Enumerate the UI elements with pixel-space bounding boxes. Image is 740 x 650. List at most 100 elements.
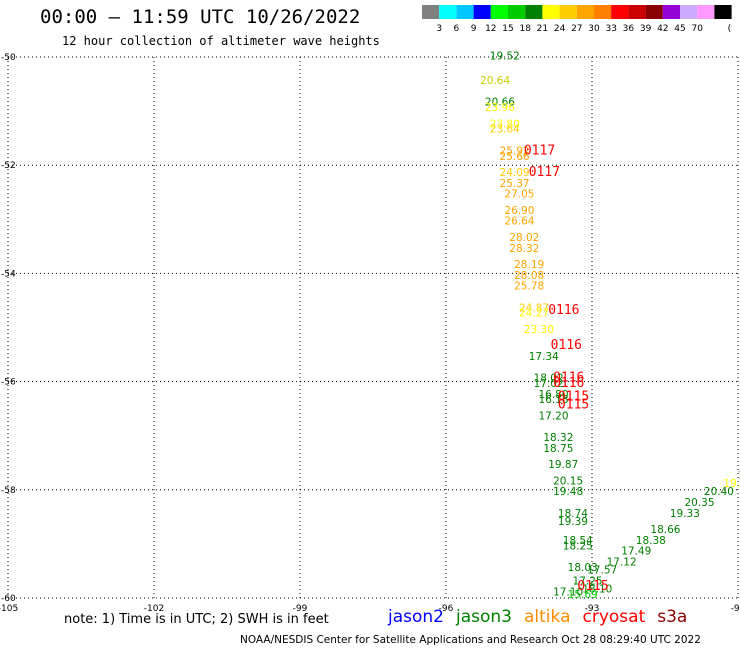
x-tick-label: -96 [439, 604, 454, 614]
x-tick-label: -99 [293, 604, 308, 614]
colorbar-tick-label: 42 [657, 24, 668, 34]
track-id-label: 0115 [577, 579, 608, 594]
y-tick-label: -52 [1, 161, 16, 171]
colorbar-tick-label: 33 [605, 24, 616, 34]
colorbar-swatch [525, 5, 543, 19]
colorbar-tick-label: 6 [454, 24, 460, 34]
wave-height-label: 17.12 [607, 557, 637, 569]
track-id-label: 0116 [553, 376, 584, 391]
colorbar-swatch [680, 5, 698, 19]
track-id-label: 0117 [529, 165, 560, 180]
wave-height-label: 19.52 [490, 51, 520, 63]
credit-line: NOAA/NESDIS Center for Satellite Applica… [240, 634, 701, 646]
wave-height-label: 18.10 [582, 584, 612, 596]
wave-height-label: 20.15 [553, 475, 583, 487]
colorbar-tick-label: 70 [691, 24, 703, 34]
wave-height-label: 18.74 [558, 508, 588, 520]
wave-height-label: 18.02 [534, 373, 564, 385]
colorbar-tick-label: 30 [588, 24, 600, 34]
wave-height-label: 18.03 [568, 562, 598, 574]
chart-subtitle: 12 hour collection of altimeter wave hei… [62, 34, 380, 48]
wave-height-label: 17.02 [534, 378, 564, 390]
wave-height-label: 24.27 [519, 308, 549, 320]
wave-height-label: 26.90 [504, 205, 534, 217]
wave-height-label: 20.35 [684, 497, 714, 509]
wave-height-label: 28.02 [509, 232, 539, 244]
track-id-label: 0115 [558, 390, 589, 405]
wave-height-label: 20.40 [704, 486, 734, 498]
colorbar-tick-label: 12 [485, 24, 496, 34]
wave-height-label: 24.87 [519, 302, 549, 314]
wave-height-label: 17.57 [587, 565, 617, 577]
wave-height-label: 18.38 [636, 535, 666, 547]
colorbar-tick-label: 3 [436, 24, 442, 34]
wave-height-label: 25.78 [514, 281, 544, 293]
wave-height-label: 23.80 [490, 118, 520, 130]
wave-height-label: 17.49 [621, 546, 651, 558]
wave-height-label: 19.87 [548, 459, 578, 471]
footer-note: note: 1) Time is in UTC; 2) SWH is in fe… [64, 612, 329, 627]
track-id-label: 0116 [548, 303, 579, 318]
track-id-label: 0116 [551, 338, 582, 353]
colorbar-tick-label: 45 [674, 24, 685, 34]
colorbar-swatch [611, 5, 629, 19]
colorbar-tick-label: 15 [502, 24, 513, 34]
y-tick-label: -60 [1, 594, 16, 604]
track-id-label: 0115 [558, 398, 589, 413]
wave-height-label: 19.33 [670, 508, 700, 520]
wave-height-label: 17.25 [573, 575, 603, 587]
wave-height-label: 28.19 [514, 259, 544, 271]
wave-height-label: 17.10 [553, 586, 583, 598]
wave-height-label: 28.08 [514, 270, 544, 282]
wave-height-label: 18.32 [543, 432, 573, 444]
wave-height-label: 24.09 [500, 167, 530, 179]
colorbar-tick-label: 9 [471, 24, 477, 34]
wave-height-label: 19.68 [723, 478, 740, 490]
wave-height-label: 19.39 [558, 516, 588, 528]
wave-height-label: 15.69 [568, 589, 598, 601]
colorbar-swatch [697, 5, 715, 19]
chart-title: 00:00 – 11:59 UTC 10/26/2022 [40, 6, 361, 28]
colorbar-swatch [662, 5, 680, 19]
colorbar-swatch [628, 5, 646, 19]
y-tick-label: -50 [1, 53, 16, 63]
colorbar-swatch [439, 5, 457, 19]
colorbar-tick-label: 24 [554, 24, 566, 34]
wave-height-label: 26.64 [504, 216, 534, 228]
x-tick-label: -90 [731, 604, 740, 614]
wave-height-label: 25.66 [500, 151, 530, 163]
axis-labels: -105 -102 -99 -96 -93 -90 -50 -52 -54 -56 -58 -60 [0, 53, 740, 614]
colorbar-swatch [542, 5, 560, 19]
wave-height-label: 19.66 [738, 470, 740, 482]
colorbar-swatch [714, 5, 732, 19]
wave-height-label: 20.66 [485, 97, 515, 109]
colorbar-tick-label: 39 [640, 24, 652, 34]
x-tick-label: -102 [144, 604, 164, 614]
wave-height-label: 25.92 [500, 145, 530, 157]
wave-height-label: 17.34 [529, 351, 559, 363]
wave-height-label: 23.30 [524, 324, 554, 336]
y-tick-label: -58 [1, 486, 16, 496]
colorbar-swatch [559, 5, 577, 19]
wave-height-label: 23.64 [490, 124, 520, 136]
satellite-legend: jason2 jason3 altika cryosat s3a [388, 607, 699, 627]
wave-height-label: 16.80 [538, 389, 568, 401]
track-id-label: 0116 [553, 371, 584, 386]
colorbar-swatch [594, 5, 612, 19]
y-tick-label: -54 [1, 269, 16, 279]
colorbar-tick-label: 36 [623, 24, 635, 34]
colorbar-tick-label: 27 [571, 24, 582, 34]
colorbar-unit: (ft) [728, 24, 732, 34]
wave-height-label: 28.32 [509, 243, 539, 255]
colorbar-tick-label: 21 [537, 24, 548, 34]
wave-height-label: 19.48 [553, 486, 583, 498]
colorbar-swatch [456, 5, 474, 19]
wave-height-label: 23.96 [485, 102, 515, 114]
wave-height-label: 17.20 [538, 410, 568, 422]
colorbar-swatch [508, 5, 526, 19]
y-tick-label: -56 [1, 378, 16, 388]
